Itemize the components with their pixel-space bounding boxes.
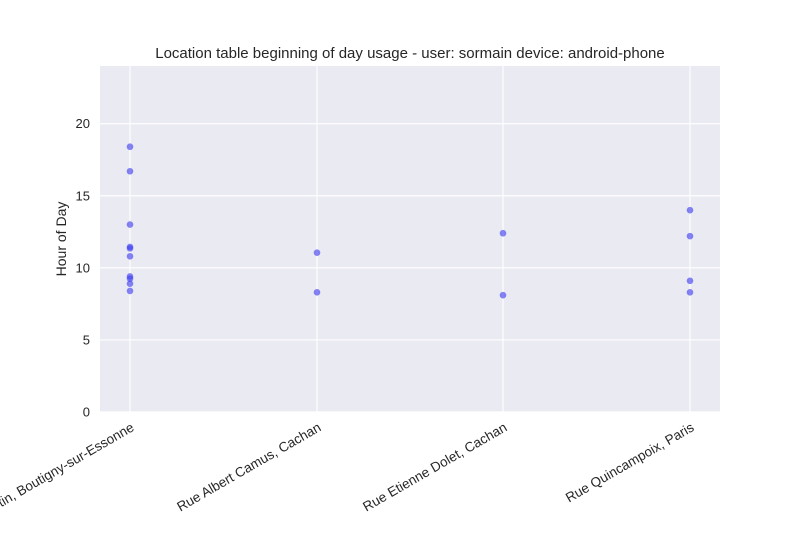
data-point	[686, 232, 694, 240]
data-point	[499, 229, 507, 237]
x-tick-label: Rue Quincampoix, Paris	[563, 419, 697, 505]
y-axis-label: Hour of Day	[53, 202, 69, 277]
y-tick-labels: 0 5 10 15 20	[76, 116, 90, 419]
data-point	[126, 167, 134, 175]
data-point	[126, 280, 134, 287]
y-tick-label: 5	[83, 332, 90, 347]
data-points	[126, 143, 694, 299]
data-point	[126, 245, 134, 252]
x-tick-label: Croc Martin, Boutigny-sur-Essonne	[0, 420, 137, 538]
data-point	[499, 291, 507, 299]
plot-area	[100, 66, 720, 412]
data-point	[686, 289, 694, 296]
data-point	[126, 287, 134, 295]
y-tick-label: 0	[83, 405, 90, 420]
chart-title: Location table beginning of day usage - …	[155, 45, 665, 62]
y-tick-label: 20	[76, 116, 90, 131]
x-tick-label: Rue Albert Camus, Cachan	[174, 420, 323, 515]
y-tick-label: 15	[76, 188, 90, 203]
data-point	[686, 206, 694, 214]
data-point	[686, 277, 694, 285]
data-point	[126, 221, 134, 228]
data-point	[126, 275, 134, 282]
data-point	[126, 143, 134, 151]
data-point	[313, 289, 321, 296]
y-tick-label: 10	[76, 260, 90, 275]
x-tick-label: Rue Etienne Dolet, Cachan	[360, 420, 509, 515]
data-point	[126, 252, 134, 260]
data-point	[313, 249, 321, 256]
x-tick-labels: Croc Martin, Boutigny-sur-Essonne Rue Alb…	[0, 419, 697, 537]
